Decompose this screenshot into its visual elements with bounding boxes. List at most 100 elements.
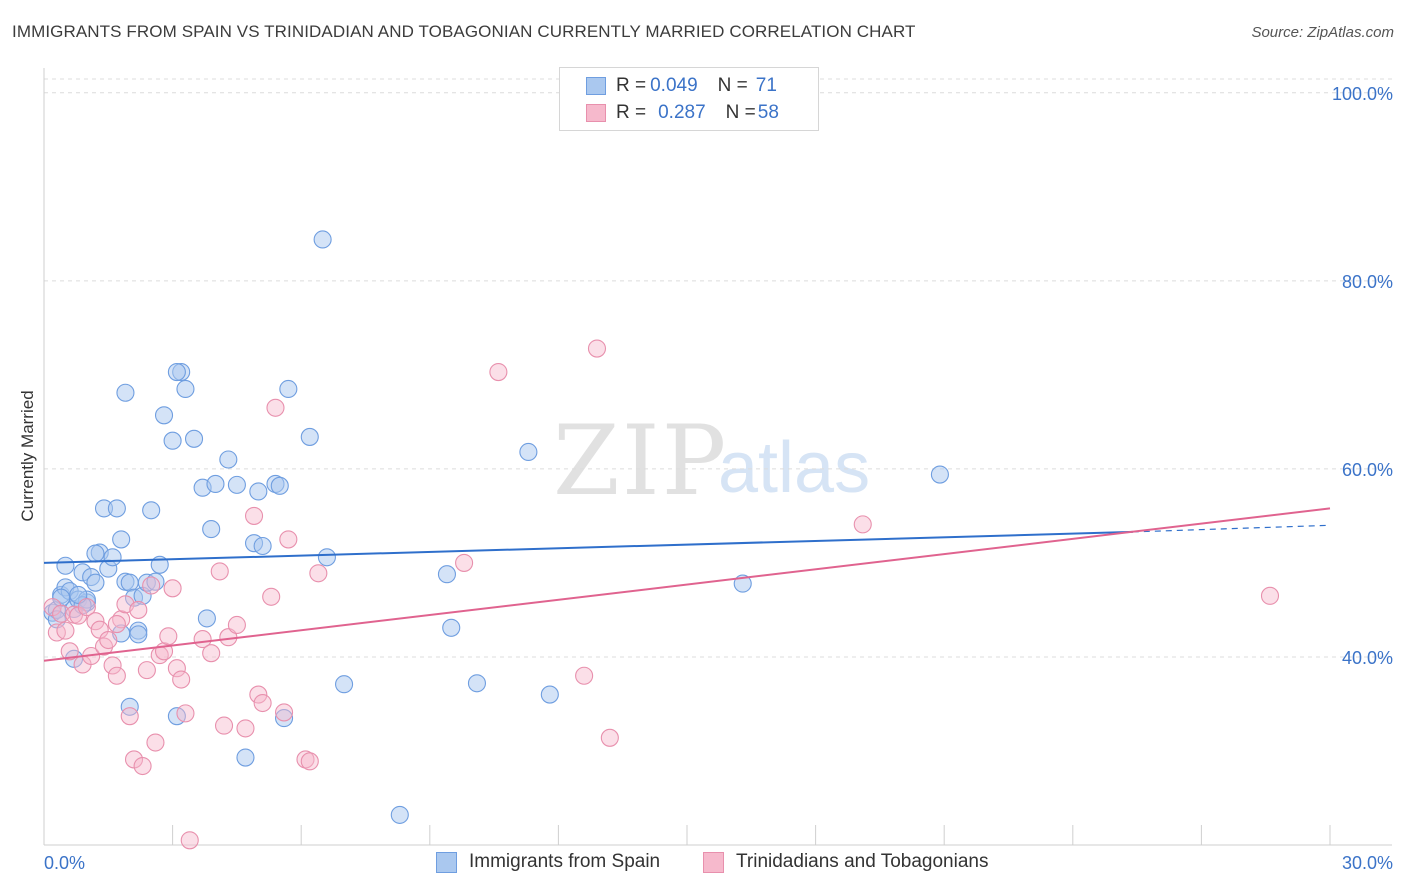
data-point-spain bbox=[279, 379, 298, 399]
data-point-spain bbox=[390, 805, 409, 824]
data-point-spain bbox=[202, 520, 221, 539]
data-point-spain bbox=[437, 565, 456, 584]
series-trinidad-points bbox=[43, 339, 1280, 850]
data-point-spain bbox=[227, 475, 246, 494]
legend-r-label: R = bbox=[616, 75, 647, 96]
data-point-trinidad bbox=[600, 728, 619, 747]
legend-r-label: R = bbox=[616, 102, 647, 123]
y-tick-label: 80.0% bbox=[1342, 272, 1393, 292]
legend-item-trinidad: Trinidadians and Tobagonians bbox=[703, 851, 988, 873]
legend-row-spain: R = 0.049 N = 71 bbox=[586, 74, 777, 98]
data-point-trinidad bbox=[77, 598, 96, 617]
data-point-spain bbox=[103, 548, 122, 567]
legend-r-value: 0.287 bbox=[658, 102, 706, 123]
data-point-spain bbox=[253, 536, 272, 556]
data-point-spain bbox=[317, 548, 336, 567]
data-point-trinidad bbox=[249, 685, 268, 704]
data-point-trinidad bbox=[275, 703, 294, 722]
data-point-trinidad bbox=[309, 564, 328, 583]
y-tick-label: 100.0% bbox=[1332, 84, 1393, 104]
data-point-trinidad bbox=[180, 831, 199, 850]
y-tick-label: 60.0% bbox=[1342, 460, 1393, 480]
series-legend: Immigrants from Spain Trinidadians and T… bbox=[0, 851, 1406, 877]
data-point-spain bbox=[219, 450, 238, 469]
data-point-trinidad bbox=[137, 661, 156, 680]
data-point-trinidad bbox=[489, 363, 508, 382]
data-point-spain bbox=[107, 499, 126, 518]
data-point-trinidad bbox=[455, 553, 474, 572]
legend-item-label: Trinidadians and Tobagonians bbox=[736, 851, 989, 872]
watermark-atlas: atlas bbox=[718, 428, 871, 508]
data-point-trinidad bbox=[236, 719, 255, 738]
axes bbox=[43, 68, 1392, 846]
data-point-trinidad bbox=[214, 716, 234, 735]
legend-swatch-pink bbox=[703, 851, 724, 873]
y-axis-label: Currently Married bbox=[18, 390, 37, 522]
data-point-spain bbox=[142, 501, 161, 520]
legend-row-trinidad: R = 0.287 N = 58 bbox=[586, 101, 779, 125]
data-point-trinidad bbox=[202, 644, 221, 663]
data-point-spain bbox=[120, 697, 139, 716]
correlation-legend: R = 0.049 N = 71 R = 0.287 N = 58 bbox=[559, 67, 819, 131]
data-point-spain bbox=[335, 675, 354, 694]
x-tick-label: 30.0% bbox=[1342, 853, 1393, 873]
data-point-spain bbox=[112, 530, 131, 549]
source-label: Source: ZipAtlas.com bbox=[1251, 24, 1394, 41]
data-point-trinidad bbox=[210, 562, 229, 581]
data-point-spain bbox=[116, 383, 135, 402]
data-point-trinidad bbox=[172, 670, 191, 689]
data-point-spain bbox=[154, 406, 174, 425]
data-point-trinidad bbox=[133, 756, 152, 776]
x-tick-label: 0.0% bbox=[44, 853, 85, 873]
data-point-trinidad bbox=[107, 666, 126, 685]
trend-lines bbox=[43, 507, 1331, 662]
data-point-trinidad bbox=[176, 704, 195, 723]
data-point-spain bbox=[86, 573, 105, 592]
data-point-trinidad bbox=[253, 693, 272, 713]
data-point-spain bbox=[540, 685, 559, 704]
data-point-spain bbox=[86, 544, 105, 563]
data-point-trinidad bbox=[300, 752, 319, 771]
data-point-spain bbox=[519, 442, 538, 462]
data-point-trinidad bbox=[266, 398, 285, 417]
trend-line-trinidad bbox=[43, 507, 1331, 662]
data-point-trinidad bbox=[575, 666, 594, 685]
data-point-spain bbox=[300, 427, 319, 446]
data-point-spain bbox=[56, 556, 75, 575]
trend-line-spain bbox=[43, 530, 1133, 564]
legend-n-label: N = bbox=[725, 102, 756, 123]
data-point-trinidad bbox=[159, 627, 178, 646]
data-point-spain bbox=[129, 625, 148, 644]
legend-n-value: 58 bbox=[757, 102, 779, 123]
data-point-spain bbox=[249, 482, 268, 501]
data-point-trinidad bbox=[279, 530, 298, 549]
data-point-trinidad bbox=[1260, 586, 1280, 605]
data-point-spain bbox=[313, 230, 332, 249]
data-point-spain bbox=[163, 431, 182, 450]
legend-item-label: Immigrants from Spain bbox=[469, 851, 661, 872]
data-point-spain bbox=[184, 429, 204, 448]
legend-swatch-pink bbox=[586, 104, 606, 122]
watermark-zip: ZIP bbox=[553, 405, 729, 517]
data-point-trinidad bbox=[244, 506, 264, 525]
data-point-trinidad bbox=[107, 614, 126, 634]
data-point-trinidad bbox=[129, 600, 148, 619]
data-point-trinidad bbox=[587, 339, 607, 358]
legend-swatch-blue bbox=[436, 851, 457, 873]
grid-lines bbox=[44, 78, 1392, 658]
data-point-trinidad bbox=[103, 656, 122, 675]
data-point-trinidad bbox=[142, 576, 161, 595]
legend-n-label: N = bbox=[717, 75, 748, 96]
legend-swatch-blue bbox=[586, 77, 606, 95]
data-point-spain bbox=[176, 379, 195, 399]
data-point-trinidad bbox=[120, 707, 139, 726]
tick-labels: 40.0% 60.0% 80.0% 100.0% 0.0% 30.0% bbox=[44, 84, 1393, 873]
data-point-trinidad bbox=[163, 579, 182, 598]
series-spain-points bbox=[43, 230, 949, 824]
chart-title: IMMIGRANTS FROM SPAIN VS TRINIDADIAN AND… bbox=[12, 22, 916, 41]
data-point-trinidad bbox=[167, 659, 186, 678]
data-point-spain bbox=[270, 476, 289, 495]
data-point-trinidad bbox=[262, 587, 281, 606]
data-point-trinidad bbox=[227, 615, 246, 635]
data-point-spain bbox=[69, 585, 88, 604]
